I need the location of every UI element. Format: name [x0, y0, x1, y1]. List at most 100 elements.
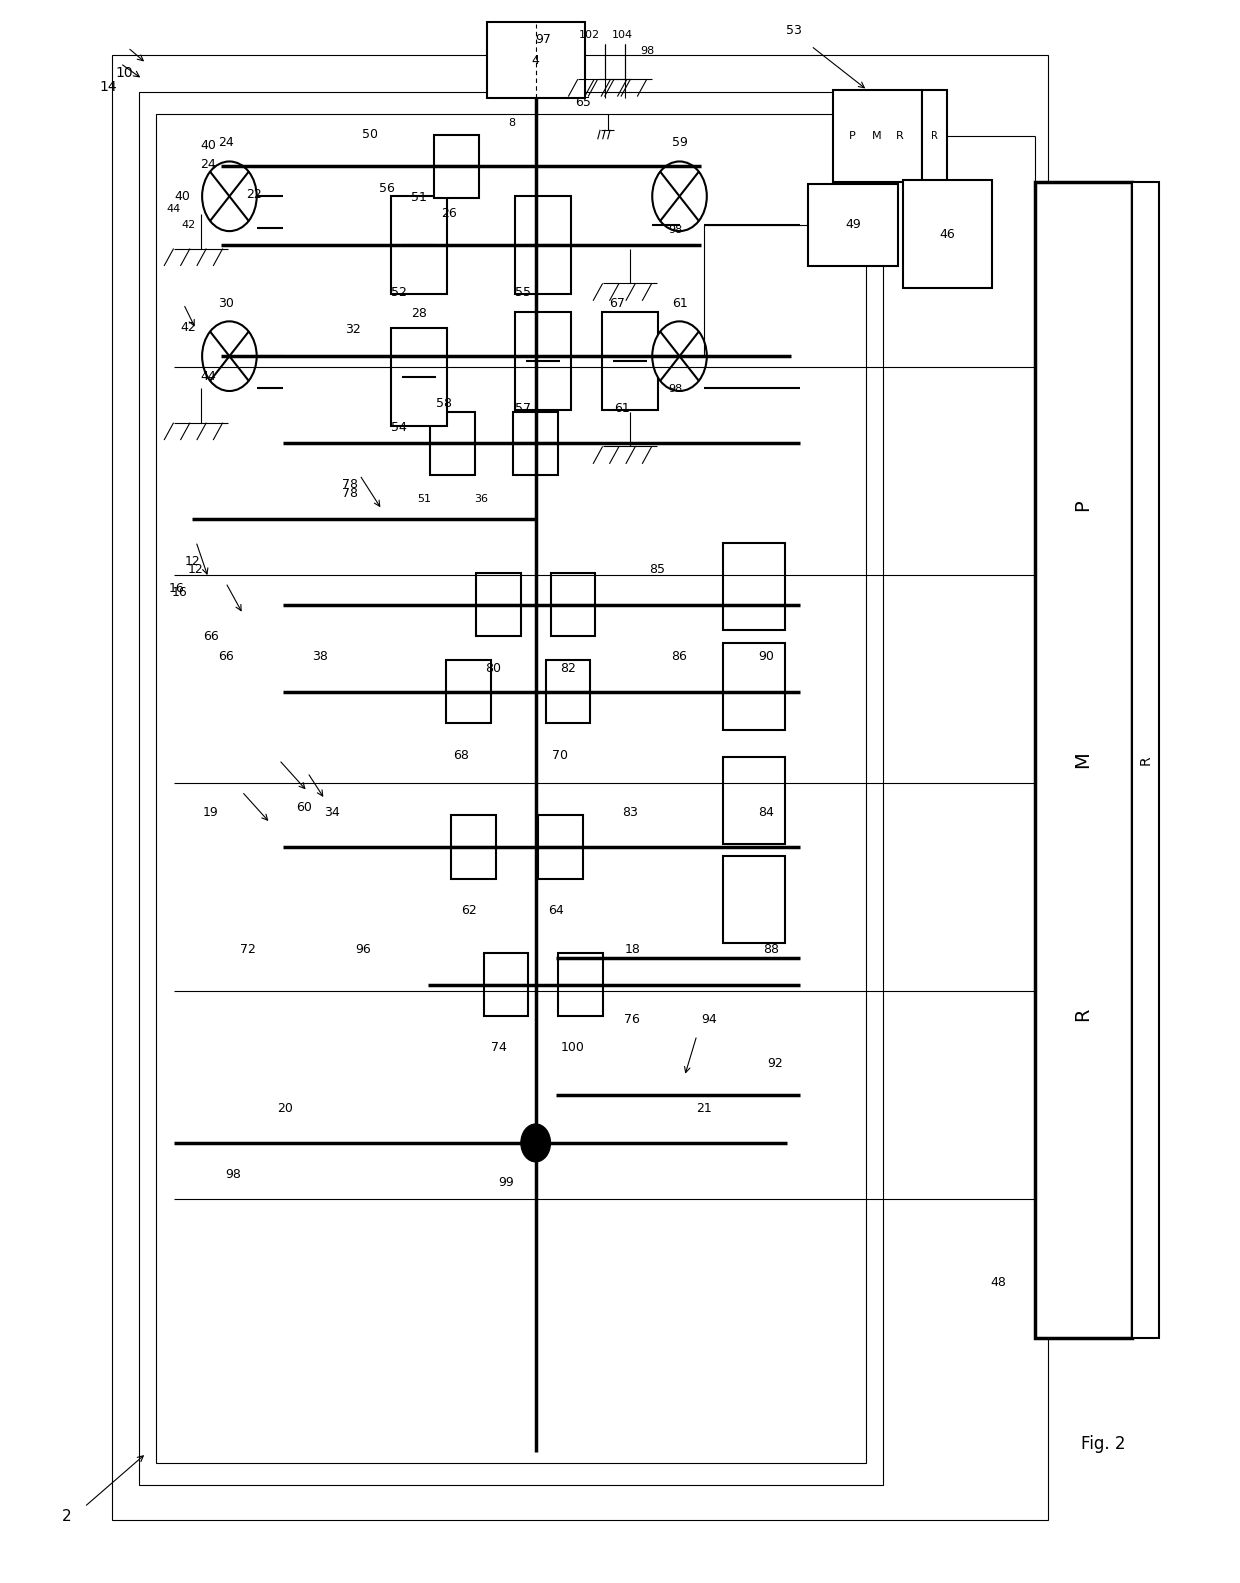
Text: 78: 78: [342, 488, 357, 500]
Text: P: P: [849, 131, 856, 141]
Text: 98: 98: [640, 46, 655, 55]
Text: 28: 28: [412, 307, 427, 320]
Bar: [392, 196, 446, 294]
Text: 40: 40: [175, 190, 190, 203]
Text: 58: 58: [436, 397, 451, 410]
Text: 94: 94: [702, 1013, 717, 1026]
Bar: [446, 692, 491, 723]
Text: 10: 10: [115, 66, 133, 79]
Bar: [516, 196, 570, 294]
Text: 98: 98: [668, 385, 683, 394]
Text: 67: 67: [610, 298, 625, 310]
Bar: [476, 573, 521, 605]
Text: 26: 26: [441, 207, 456, 220]
Text: 42: 42: [181, 220, 196, 230]
Text: 30: 30: [218, 298, 233, 310]
Text: 42: 42: [181, 321, 196, 334]
Text: 51: 51: [417, 494, 432, 503]
Text: 85: 85: [650, 564, 665, 576]
Bar: [156, 114, 866, 1463]
Bar: [392, 328, 446, 426]
Bar: [139, 92, 883, 1485]
Bar: [903, 180, 992, 288]
Text: 44: 44: [166, 204, 181, 214]
Bar: [603, 312, 657, 410]
Bar: [723, 856, 785, 943]
Text: 46: 46: [940, 228, 955, 241]
Bar: [558, 953, 603, 985]
Text: 12: 12: [188, 564, 203, 576]
Text: 22: 22: [247, 188, 262, 201]
Text: 40: 40: [201, 139, 216, 152]
Text: 100: 100: [560, 1042, 585, 1054]
Text: 50: 50: [362, 128, 377, 141]
Bar: [430, 443, 475, 475]
Text: 82: 82: [560, 662, 575, 674]
Text: R: R: [931, 131, 939, 141]
Bar: [538, 847, 583, 879]
Text: R: R: [895, 131, 903, 141]
Text: 14: 14: [99, 81, 117, 93]
Text: 62: 62: [461, 904, 476, 917]
Text: 74: 74: [491, 1042, 506, 1054]
Text: 56: 56: [379, 182, 394, 195]
Text: Fig. 2: Fig. 2: [1081, 1434, 1126, 1453]
Text: 64: 64: [548, 904, 563, 917]
Text: 90: 90: [759, 651, 774, 663]
Circle shape: [521, 1124, 551, 1162]
Text: 84: 84: [759, 806, 774, 818]
Text: 20: 20: [278, 1102, 293, 1114]
Circle shape: [652, 161, 707, 231]
Bar: [833, 90, 923, 182]
Text: 19: 19: [203, 806, 218, 818]
Text: 55: 55: [516, 287, 531, 299]
Text: 70: 70: [553, 749, 568, 761]
Bar: [1132, 182, 1159, 1338]
Text: 51: 51: [412, 192, 427, 204]
Text: 99: 99: [498, 1176, 513, 1189]
Bar: [551, 573, 595, 605]
Circle shape: [202, 321, 257, 391]
Bar: [723, 757, 785, 844]
Text: 60: 60: [296, 801, 311, 814]
Text: 21: 21: [697, 1102, 712, 1114]
Bar: [1035, 182, 1132, 1338]
Bar: [538, 815, 583, 847]
Bar: [476, 605, 521, 636]
Text: M: M: [1073, 752, 1092, 768]
Text: 8: 8: [508, 119, 516, 128]
Text: R: R: [1073, 1007, 1092, 1021]
Text: 61: 61: [672, 298, 687, 310]
Text: 24: 24: [218, 136, 233, 149]
Text: 59: 59: [672, 136, 687, 149]
Text: 98: 98: [226, 1168, 241, 1181]
Text: 83: 83: [622, 806, 637, 818]
Bar: [484, 985, 528, 1016]
Text: 97: 97: [536, 33, 551, 46]
Text: 48: 48: [991, 1276, 1006, 1289]
Text: 34: 34: [325, 806, 340, 818]
Text: 52: 52: [392, 287, 407, 299]
Bar: [487, 22, 585, 98]
Text: R: R: [1138, 755, 1153, 765]
Text: 53: 53: [786, 24, 801, 36]
Text: 54: 54: [392, 421, 407, 434]
Bar: [112, 55, 1048, 1520]
Bar: [446, 660, 491, 692]
Bar: [551, 605, 595, 636]
Text: 76: 76: [625, 1013, 640, 1026]
Text: 68: 68: [454, 749, 469, 761]
Text: 86: 86: [672, 651, 687, 663]
Bar: [430, 412, 475, 443]
Text: 24: 24: [201, 158, 216, 171]
Text: 38: 38: [312, 651, 327, 663]
Text: 16: 16: [169, 583, 184, 595]
Bar: [513, 443, 558, 475]
Text: 98: 98: [668, 225, 683, 234]
Text: 78: 78: [342, 478, 357, 491]
Circle shape: [652, 321, 707, 391]
Text: 65: 65: [575, 97, 590, 109]
Text: 4: 4: [532, 54, 539, 66]
Bar: [558, 985, 603, 1016]
Text: M: M: [872, 131, 882, 141]
